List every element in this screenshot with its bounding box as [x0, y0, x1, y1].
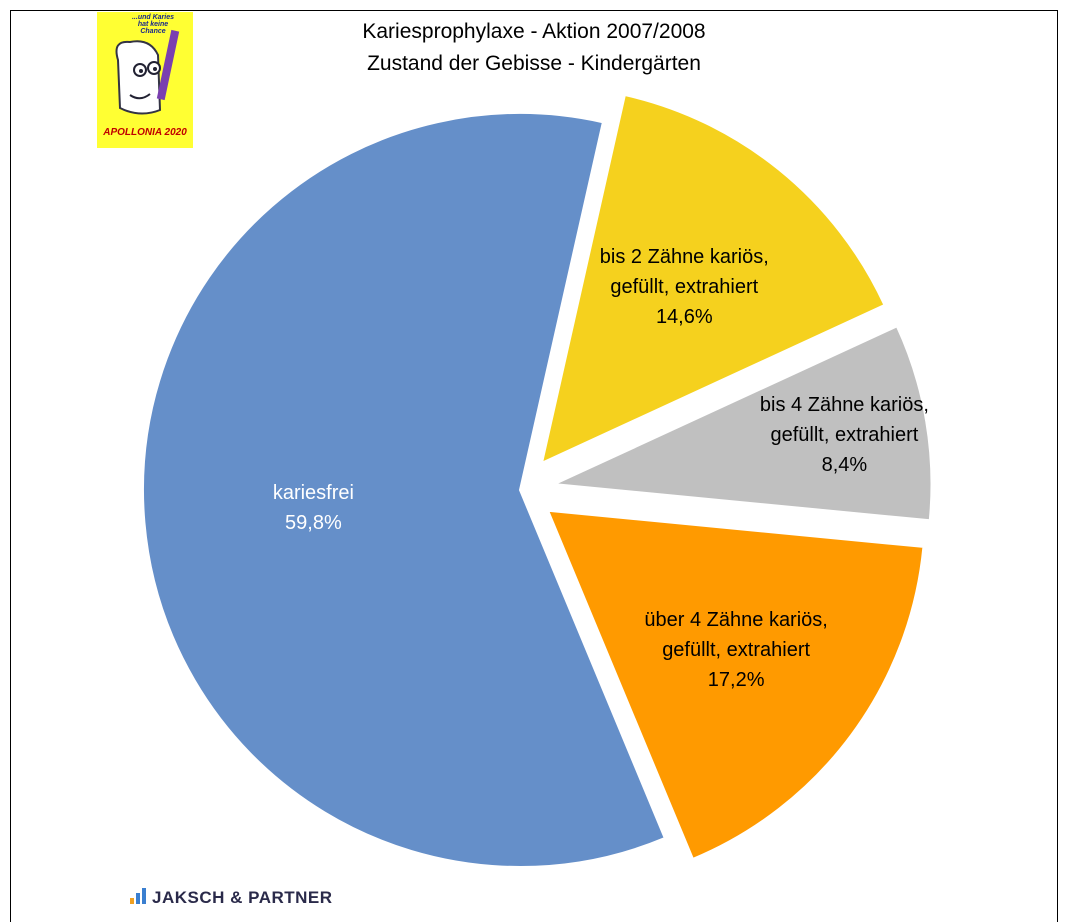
logo-slogan: ...und Karies hat keine Chance — [128, 14, 178, 35]
jaksch-logo — [130, 888, 146, 904]
value-label: 8,4% — [749, 450, 939, 480]
logo-name: APOLLONIA 2020 — [97, 127, 193, 138]
page: Kariesprophylaxe - Aktion 2007/2008 Zust… — [0, 0, 1068, 922]
category-label: über 4 Zähne kariös, gefüllt, extrahiert — [641, 605, 831, 665]
chart-subtitle: Zustand der Gebisse - Kindergärten — [0, 52, 1068, 76]
category-label: bis 2 Zähne kariös, gefüllt, extrahiert — [589, 242, 779, 302]
category-label: bis 4 Zähne kariös, gefüllt, extrahiert — [749, 390, 939, 450]
category-label: kariesfrei — [218, 478, 408, 508]
value-label: 17,2% — [641, 665, 831, 695]
slice-label: über 4 Zähne kariös, gefüllt, extrahiert… — [641, 605, 831, 695]
value-label: 14,6% — [589, 302, 779, 332]
value-label: 59,8% — [218, 508, 408, 538]
footer-brand: JAKSCH & PARTNER — [152, 888, 333, 908]
